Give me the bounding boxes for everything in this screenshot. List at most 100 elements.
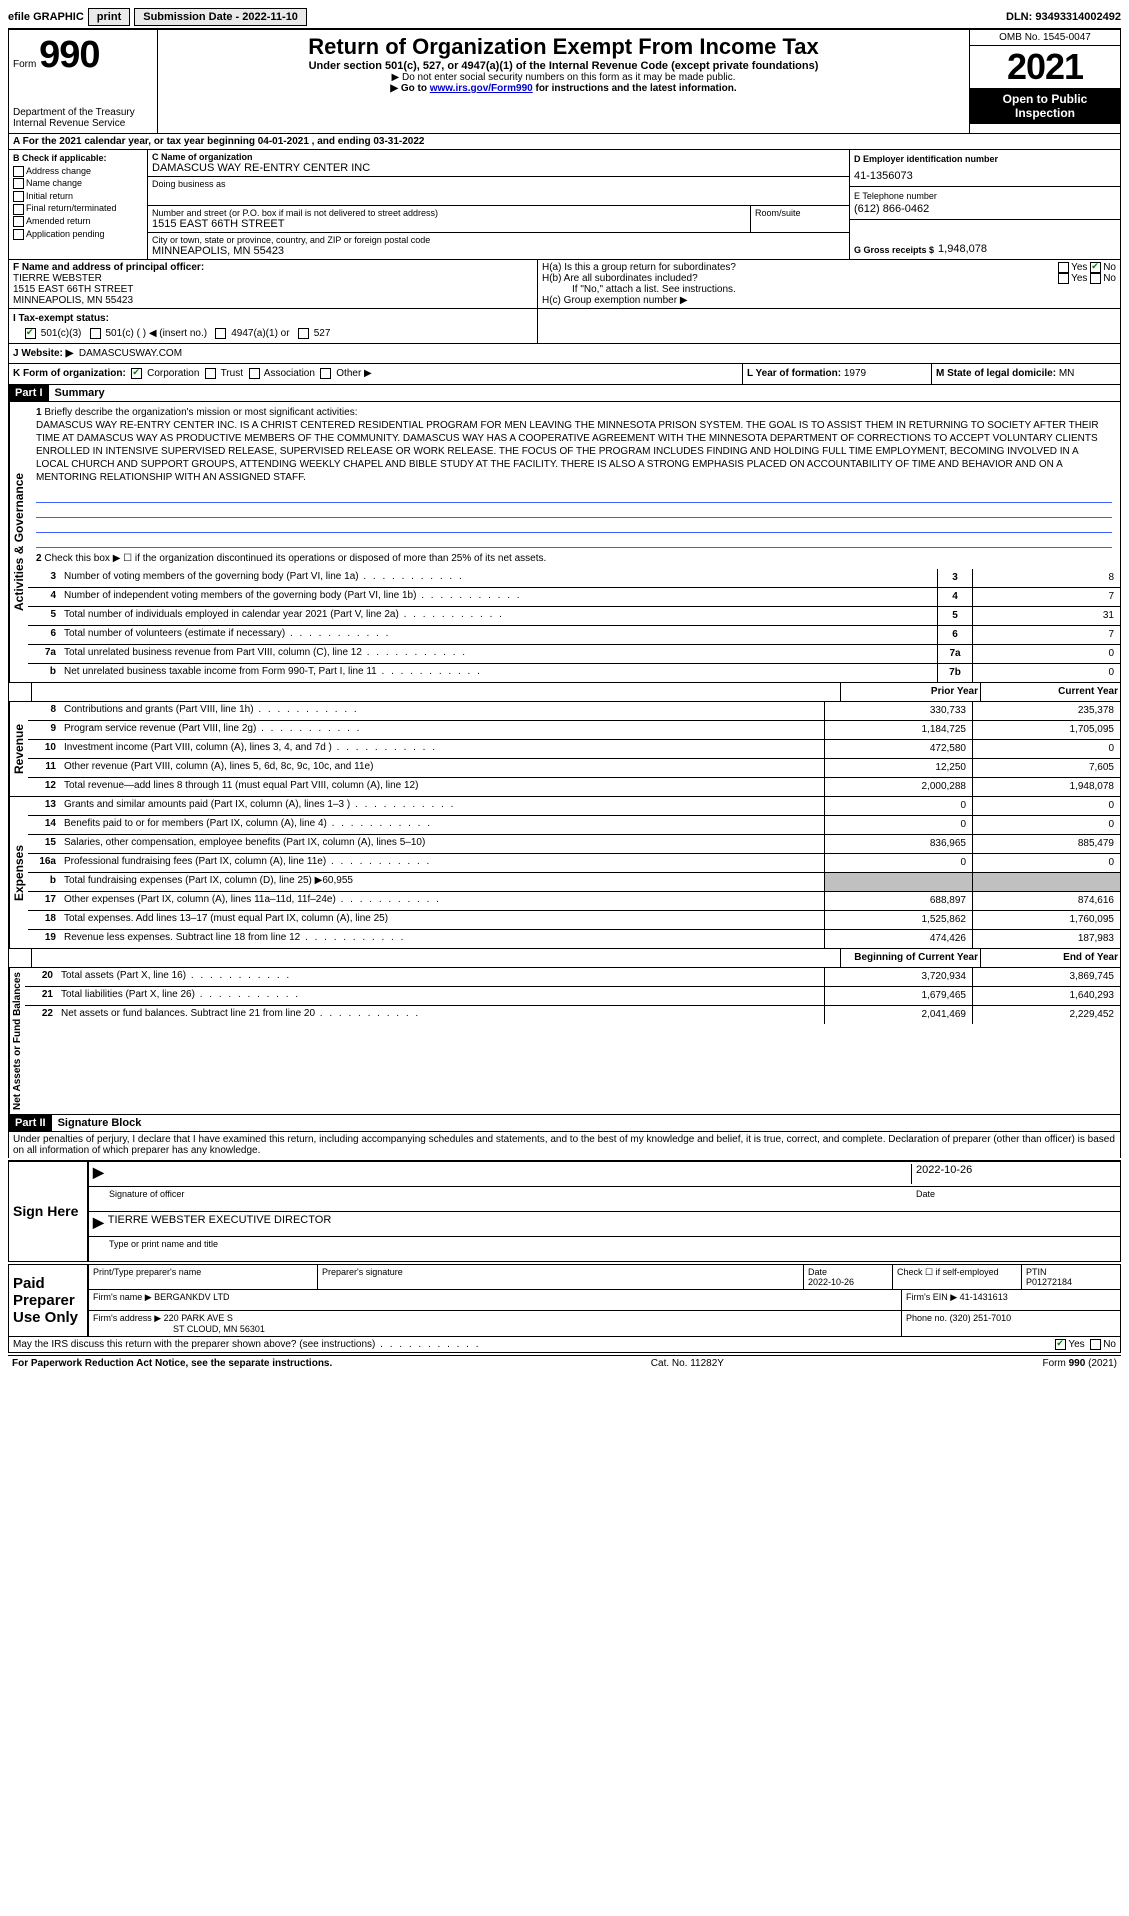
form-header: Form 990 Department of the Treasury Inte… [8, 28, 1121, 134]
cb-final[interactable] [13, 204, 24, 215]
cb-4947[interactable] [215, 328, 226, 339]
boy-header: Beginning of Current Year [840, 949, 980, 967]
sign-here-block: Sign Here ▶ 2022-10-26 Signature of offi… [8, 1160, 1121, 1262]
gross-receipts: 1,948,078 [938, 243, 987, 255]
cb-initial[interactable] [13, 191, 24, 202]
cb-assoc[interactable] [249, 368, 260, 379]
g-label: G Gross receipts $ [854, 245, 934, 255]
cb-application[interactable] [13, 229, 24, 240]
blue-rule [36, 518, 1112, 533]
submission-date-button[interactable]: Submission Date - 2022-11-10 [134, 8, 307, 26]
form-title: Return of Organization Exempt From Incom… [166, 34, 961, 60]
l2-text: Check this box ▶ ☐ if the organization d… [44, 553, 546, 564]
part2-title: Signature Block [52, 1117, 142, 1129]
firm-phone: (320) 251-7010 [950, 1313, 1012, 1323]
cb-address[interactable] [13, 166, 24, 177]
irs-link[interactable]: www.irs.gov/Form990 [430, 83, 533, 94]
cb-name[interactable] [13, 178, 24, 189]
dln: DLN: 93493314002492 [1006, 11, 1121, 23]
cb-501c[interactable] [90, 328, 101, 339]
l20: Total assets (Part X, line 16) [57, 968, 824, 986]
org-city: MINNEAPOLIS, MN 55423 [152, 245, 845, 257]
open-public-badge: Open to Public Inspection [970, 88, 1120, 124]
blue-rule [36, 503, 1112, 518]
officer-addr2: MINNEAPOLIS, MN 55423 [13, 295, 533, 306]
l8: Contributions and grants (Part VIII, lin… [60, 702, 824, 720]
blue-rule [36, 488, 1112, 503]
v7b: 0 [972, 664, 1120, 682]
l10: Investment income (Part VIII, column (A)… [60, 740, 824, 758]
firm-addr2: ST CLOUD, MN 56301 [93, 1324, 265, 1334]
prep-name-h: Print/Type preparer's name [89, 1265, 318, 1289]
form-subtitle-2: ▶ Do not enter social security numbers o… [166, 72, 961, 83]
klm-row: K Form of organization: Corporation Trus… [8, 364, 1121, 384]
paid-preparer-label: Paid Preparer Use Only [9, 1265, 87, 1336]
b-label: B Check if applicable: [13, 152, 143, 165]
footer-right: Form 990 (2021) [1043, 1358, 1117, 1369]
a-line-row: A For the 2021 calendar year, or tax yea… [8, 134, 1121, 150]
current-year-header: Current Year [980, 683, 1120, 701]
may-no[interactable] [1090, 1339, 1101, 1350]
l-label: L Year of formation: [747, 368, 841, 379]
check-self: Check ☐ if self-employed [893, 1265, 1022, 1289]
cb-501c3[interactable] [25, 328, 36, 339]
l13: Grants and similar amounts paid (Part IX… [60, 797, 824, 815]
k-label: K Form of organization: [13, 369, 126, 380]
prep-sig-h: Preparer's signature [318, 1265, 804, 1289]
part2-header: Part II Signature Block [8, 1115, 1121, 1132]
l14: Benefits paid to or for members (Part IX… [60, 816, 824, 834]
e-label: E Telephone number [854, 191, 1116, 201]
ha-no[interactable] [1090, 262, 1101, 273]
arrow-icon: ▶ [93, 1164, 104, 1184]
sig-officer-label: Signature of officer [93, 1189, 184, 1209]
org-name: DAMASCUS WAY RE-ENTRY CENTER INC [152, 162, 845, 174]
print-button[interactable]: print [88, 8, 130, 26]
l7a: Total unrelated business revenue from Pa… [60, 645, 937, 663]
vlabel-activities: Activities & Governance [9, 402, 28, 682]
may-irs-text: May the IRS discuss this return with the… [13, 1339, 481, 1350]
paid-preparer-block: Paid Preparer Use Only Print/Type prepar… [8, 1264, 1121, 1337]
l11: Other revenue (Part VIII, column (A), li… [60, 759, 824, 777]
v7a: 0 [972, 645, 1120, 663]
top-bar: efile GRAPHIC print Submission Date - 20… [8, 8, 1121, 26]
form-subtitle-3: ▶ Go to www.irs.gov/Form990 for instruct… [166, 83, 961, 94]
f-label: F Name and address of principal officer: [13, 262, 533, 273]
cb-trust[interactable] [205, 368, 216, 379]
l21: Total liabilities (Part X, line 26) [57, 987, 824, 1005]
firm-addr1: 220 PARK AVE S [164, 1313, 233, 1323]
l17: Other expenses (Part IX, column (A), lin… [60, 892, 824, 910]
l5: Total number of individuals employed in … [60, 607, 937, 625]
city-label: City or town, state or province, country… [152, 235, 845, 245]
ptin: P01272184 [1026, 1277, 1116, 1287]
l22: Net assets or fund balances. Subtract li… [57, 1006, 824, 1024]
type-name-label: Type or print name and title [93, 1239, 218, 1259]
hb-yes[interactable] [1058, 273, 1069, 284]
blue-rule [36, 533, 1112, 548]
website-link[interactable]: DAMASCUSWAY.COM [79, 348, 182, 359]
state-domicile: MN [1059, 368, 1075, 379]
v6: 7 [972, 626, 1120, 644]
l7b: Net unrelated business taxable income fr… [60, 664, 937, 682]
may-yes[interactable] [1055, 1339, 1066, 1350]
hc-label: H(c) Group exemption number ▶ [542, 295, 1116, 306]
cb-527[interactable] [298, 328, 309, 339]
activities-section: Activities & Governance 1 Briefly descri… [8, 402, 1121, 683]
a-line-text: For the 2021 calendar year, or tax year … [23, 136, 425, 147]
cb-other[interactable] [320, 368, 331, 379]
v4: 7 [972, 588, 1120, 606]
l15: Salaries, other compensation, employee b… [60, 835, 824, 853]
j-row: J Website: ▶ DAMASCUSWAY.COM [8, 344, 1121, 364]
l6: Total number of volunteers (estimate if … [60, 626, 937, 644]
ha-yes[interactable] [1058, 262, 1069, 273]
omb-number: OMB No. 1545-0047 [970, 30, 1120, 46]
addr-label: Number and street (or P.O. box if mail i… [152, 208, 746, 218]
fh-block: F Name and address of principal officer:… [8, 260, 1121, 309]
cb-amended[interactable] [13, 216, 24, 227]
col-header-row: Prior Year Current Year [8, 683, 1121, 702]
expenses-section: Expenses 13Grants and similar amounts pa… [8, 797, 1121, 949]
form-word: Form [13, 59, 36, 70]
cb-corp[interactable] [131, 368, 142, 379]
hb-no[interactable] [1090, 273, 1101, 284]
firm-ein: 41-1431613 [960, 1292, 1008, 1302]
phone-value: (612) 866-0462 [854, 201, 1116, 215]
